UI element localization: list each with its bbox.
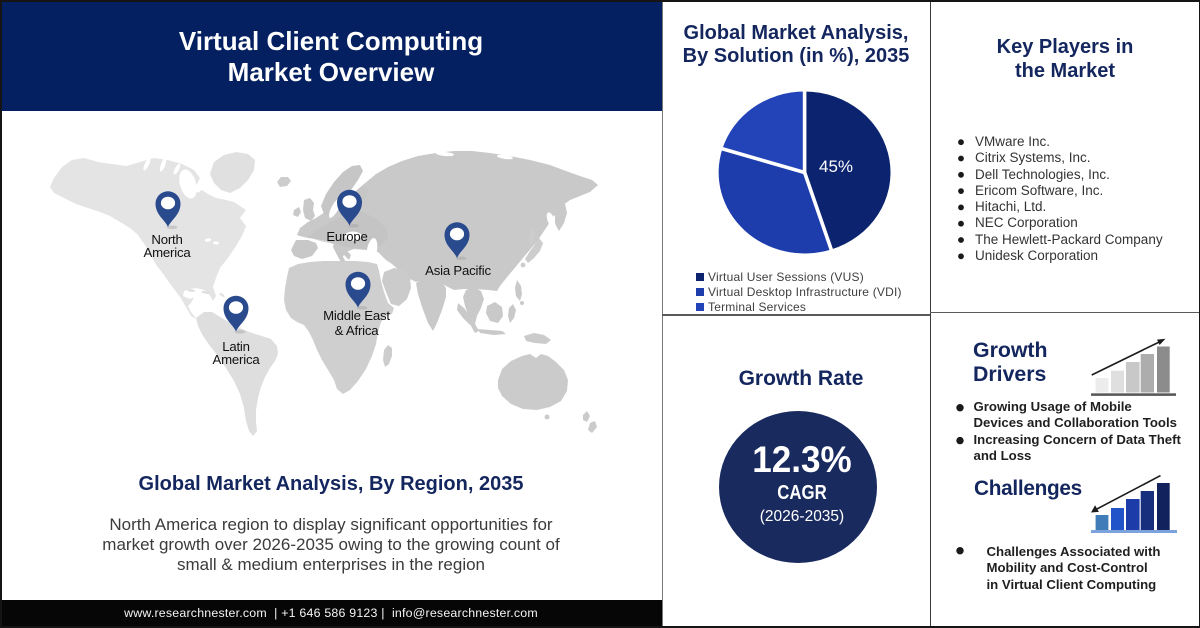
svg-text:45%: 45% — [819, 157, 853, 176]
